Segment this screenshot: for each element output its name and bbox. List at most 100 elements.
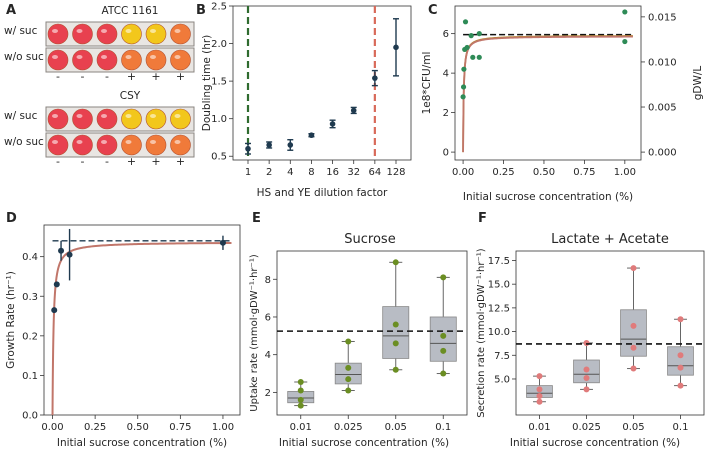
panel-d-y-tick-label: 0.1 bbox=[22, 371, 38, 382]
data-point bbox=[677, 352, 684, 359]
data-point bbox=[677, 382, 684, 389]
plate-well bbox=[47, 108, 69, 130]
panel-f-y-tick-label: 7.5 bbox=[494, 351, 510, 362]
panel-b-x-tick-label: 8 bbox=[308, 167, 314, 178]
data-point bbox=[51, 307, 58, 314]
plate-well bbox=[170, 108, 191, 130]
panel-b-x-tick-label: 2 bbox=[266, 167, 272, 178]
well-highlight bbox=[76, 140, 83, 144]
panel-b-chart: HS and YE dilution factor Doubling time … bbox=[201, 2, 412, 199]
panel-e-ylabel: Uptake rate (mmol·gDW⁻¹·hr⁻¹) bbox=[249, 254, 260, 412]
well-highlight bbox=[76, 55, 83, 59]
plate-mark: + bbox=[176, 70, 185, 83]
data-point bbox=[536, 386, 543, 393]
data-point bbox=[583, 339, 590, 346]
data-point bbox=[245, 145, 251, 152]
panel-e-y-tick-label: 2 bbox=[265, 388, 271, 399]
panel-c-y-tick-label: 2 bbox=[443, 108, 449, 119]
panel-d-x-tick-label: 0.00 bbox=[41, 422, 63, 433]
data-point bbox=[677, 316, 684, 323]
plate-mark: - bbox=[105, 155, 109, 168]
data-point bbox=[392, 321, 399, 328]
data-point bbox=[440, 347, 447, 354]
well-highlight bbox=[150, 29, 156, 33]
panel-d-x-tick-label: 0.50 bbox=[127, 422, 149, 433]
plate-well bbox=[121, 134, 142, 156]
panel-f-x-tick-label: 0.01 bbox=[528, 422, 550, 433]
plate-well bbox=[145, 134, 167, 156]
data-point bbox=[219, 239, 226, 246]
panel-c-ylabel-right: gDW/L bbox=[692, 66, 704, 101]
panel-c-label: C bbox=[428, 3, 438, 18]
panel-d-y-tick-label: 0.3 bbox=[22, 292, 38, 303]
well-highlight bbox=[125, 114, 132, 118]
plate-well bbox=[47, 23, 69, 45]
plate-well bbox=[121, 49, 142, 71]
plate-well bbox=[145, 49, 167, 71]
data-point bbox=[460, 94, 466, 100]
data-point bbox=[58, 247, 65, 254]
plate-well bbox=[145, 108, 167, 130]
data-point bbox=[583, 375, 590, 382]
data-point bbox=[536, 398, 543, 405]
panel-b-x-tick-label: 128 bbox=[386, 167, 405, 178]
plate-well bbox=[145, 23, 167, 45]
panel-f-x-tick-label: 0.05 bbox=[622, 422, 644, 433]
panel-e-x-tick-label: 0.01 bbox=[290, 422, 312, 433]
plate-row bbox=[45, 132, 195, 158]
data-point bbox=[460, 84, 467, 90]
panel-f-xlabel: Initial sucrose concentration (%) bbox=[510, 437, 680, 449]
panel-d-x-tick-label: 0.75 bbox=[169, 422, 191, 433]
plate-mark: - bbox=[81, 70, 85, 83]
data-point bbox=[345, 338, 352, 345]
data-point bbox=[630, 365, 637, 372]
plate-mark: - bbox=[56, 70, 60, 83]
panel-c-ylabel: 1e8*CFU/ml bbox=[421, 52, 433, 115]
panel-b-y-tick-label: 2.5 bbox=[211, 2, 227, 13]
data-point bbox=[461, 66, 467, 72]
data-point bbox=[266, 142, 272, 148]
plate-well bbox=[72, 134, 93, 156]
panel-b-x-tick-label: 16 bbox=[326, 167, 339, 178]
panel-b-ylabel: Doubling time (hr) bbox=[201, 35, 213, 132]
row-label-with-suc: w/ suc bbox=[4, 110, 38, 122]
data-point bbox=[287, 142, 294, 148]
data-point bbox=[297, 379, 304, 386]
box bbox=[429, 316, 457, 362]
data-point bbox=[536, 393, 543, 400]
plate-mark: - bbox=[56, 155, 60, 168]
data-point bbox=[677, 364, 684, 371]
box bbox=[382, 306, 410, 359]
well-highlight bbox=[76, 29, 83, 33]
data-point bbox=[392, 259, 399, 266]
data-point bbox=[464, 44, 470, 51]
plate-well bbox=[170, 23, 191, 45]
panel-c-xlabel: Initial sucrose concentration (%) bbox=[463, 191, 633, 203]
well-highlight bbox=[52, 114, 58, 118]
panel-f-x-tick-label: 0.025 bbox=[572, 422, 601, 433]
panel-c-chart: Initial sucrose concentration (%) 1e8*CF… bbox=[421, 5, 704, 203]
fit-curve bbox=[51, 242, 232, 416]
panel-e-x-tick-label: 0.05 bbox=[385, 422, 407, 433]
well-highlight bbox=[101, 140, 107, 144]
panel-d-chart: Initial sucrose concentration (%) Growth… bbox=[5, 224, 241, 449]
well-highlight bbox=[101, 29, 107, 33]
panel-b-y-tick-label: 2.0 bbox=[211, 39, 227, 50]
panel-e-x-tick-label: 0.1 bbox=[435, 422, 451, 433]
panel-e-chart: Sucrose Initial sucrose concentration (%… bbox=[249, 232, 468, 449]
data-point bbox=[462, 19, 469, 25]
plate-well bbox=[121, 23, 142, 45]
data-point bbox=[440, 332, 447, 339]
panel-f-label: F bbox=[478, 211, 487, 226]
panel-b-xlabel: HS and YE dilution factor bbox=[257, 187, 388, 199]
data-point bbox=[297, 396, 304, 403]
strain-title-csy: CSY bbox=[120, 90, 141, 102]
panel-c-y-tick-label: 6 bbox=[443, 29, 449, 40]
row-label-without-suc: w/o suc bbox=[4, 136, 44, 148]
panel-e-y-tick-label: 6 bbox=[265, 312, 271, 323]
well-highlight bbox=[125, 140, 132, 144]
data-point bbox=[66, 251, 73, 258]
panel-f-y-tick-label: 5.0 bbox=[494, 374, 510, 385]
data-point bbox=[297, 387, 304, 394]
panel-c-y2-tick-label: 0.010 bbox=[648, 57, 677, 68]
